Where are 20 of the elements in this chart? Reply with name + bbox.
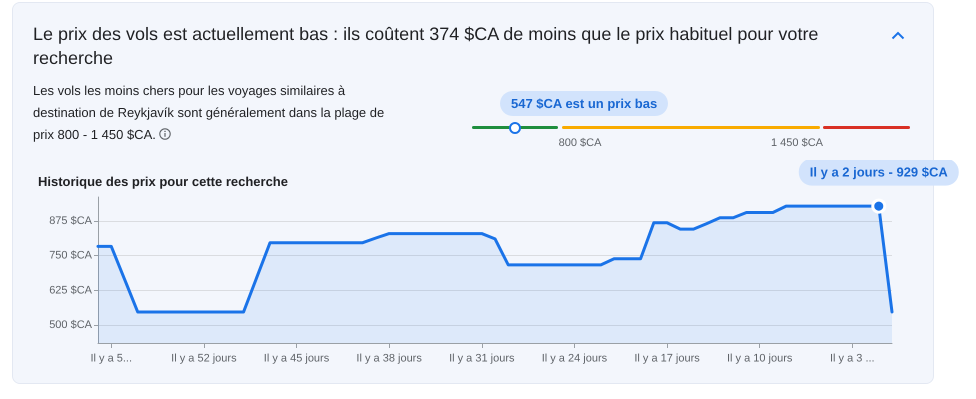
text: 547 $CA est un prix bas [500, 91, 668, 116]
x-tick-label: Il y a 31 jours [449, 352, 515, 364]
x-tick-label: Il y a 17 jours [634, 352, 700, 364]
annotation: Il y a 2 jours - 929 $CA [810, 164, 948, 180]
y-tick-label: 625 $CA [49, 284, 93, 296]
text: Les vols les moins chers pour les voyages similaires à destination de Reykjavík sont généralement dans la plage de prix 800 - 1 450 $CA. [33, 83, 384, 142]
text: 800 $CA [558, 137, 602, 149]
y-tick-label: 750 $CA [49, 250, 93, 262]
chart-title: Historique des prix pour cette recherche [38, 174, 288, 189]
x-tick-label: Il y a 38 jours [356, 352, 422, 364]
text: Le prix des vols est actuellement bas : ils coûtent 374 $CA de moins que le prix habituel pour votre recherche [33, 23, 820, 70]
y-tick-label: 875 $CA [49, 215, 93, 228]
x-tick-label: Il y a 24 jours [542, 352, 608, 364]
text: 1 450 $CA [770, 137, 824, 149]
x-tick-label: Il y a 5... [90, 352, 132, 364]
x-tick-label: Il y a 10 jours [726, 352, 793, 364]
y-tick-label: 500 $CA [49, 318, 93, 331]
x-tick-label: Il y a 3 ... [830, 352, 875, 364]
x-tick-label: Il y a 45 jours [264, 352, 330, 364]
x-tick-label: Il y a 52 jours [171, 352, 238, 364]
